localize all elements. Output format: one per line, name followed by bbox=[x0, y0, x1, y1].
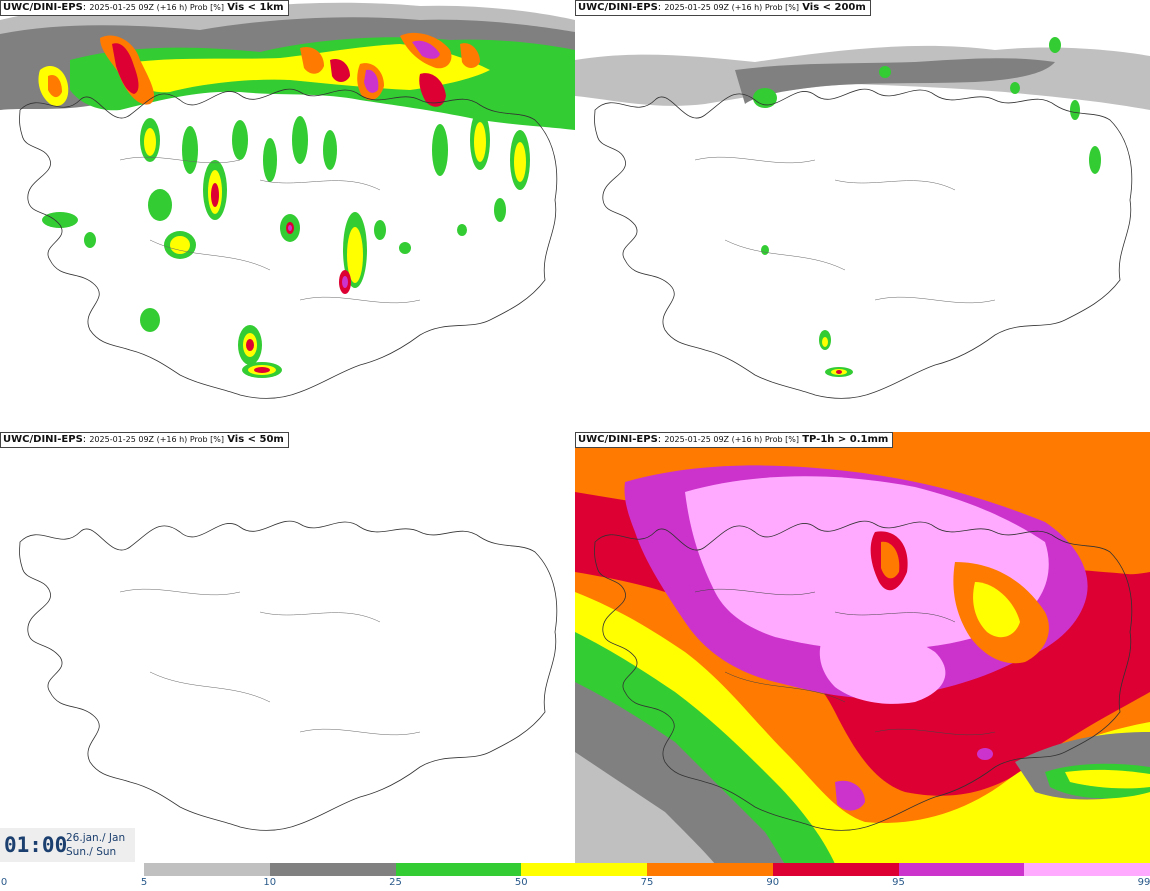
legend-swatch bbox=[521, 863, 647, 876]
valid-time: 01:00 bbox=[4, 833, 68, 857]
threshold-label: Vis < 50m bbox=[227, 434, 284, 445]
threshold-label: Vis < 1km bbox=[227, 2, 284, 13]
legend-tick-label: 0 bbox=[0, 877, 8, 888]
model-name: UWC/DINI-EPS bbox=[3, 434, 83, 445]
panel-title: UWC/DINI-EPS: 2025-01-25 09Z (+16 h) Pro… bbox=[575, 432, 894, 448]
legend-tick-label: 99 bbox=[1137, 877, 1150, 888]
legend-tick-label: 90 bbox=[766, 877, 780, 888]
legend-tick-label: 75 bbox=[640, 877, 654, 888]
color-legend-bar bbox=[144, 863, 1150, 876]
map-panel-vis-200m: UWC/DINI-EPS: 2025-01-25 09Z (+16 h) Pro… bbox=[575, 0, 1150, 432]
legend-tick-label: 25 bbox=[389, 877, 402, 888]
run-info: 2025-01-25 09Z (+16 h) Prob [%] bbox=[664, 435, 800, 444]
map-panel-vis-50m: UWC/DINI-EPS: 2025-01-25 09Z (+16 h) Pro… bbox=[0, 432, 575, 864]
panel-title: UWC/DINI-EPS: 2025-01-25 09Z (+16 h) Pro… bbox=[0, 432, 289, 448]
map-panel-vis-1km: UWC/DINI-EPS: 2025-01-25 09Z (+16 h) Pro… bbox=[0, 0, 575, 432]
probability-map-vis-1km bbox=[0, 2, 575, 399]
legend-swatch bbox=[772, 863, 899, 876]
run-info: 2025-01-25 09Z (+16 h) Prob [%] bbox=[664, 3, 800, 12]
valid-time-box: 01:00 26.jan./ Jan Sun./ Sun bbox=[0, 828, 135, 862]
valid-weekday: Sun./ Sun bbox=[66, 846, 117, 858]
model-name: UWC/DINI-EPS bbox=[578, 2, 658, 13]
model-name: UWC/DINI-EPS bbox=[578, 434, 658, 445]
legend-tick-label: 5 bbox=[140, 877, 148, 888]
valid-date: 26.jan./ Jan bbox=[66, 832, 126, 844]
legend-tick-label: 10 bbox=[263, 877, 277, 888]
probability-map-vis-200m bbox=[575, 37, 1150, 399]
color-legend-ticks: 0 5 10 25 50 75 90 95 99 bbox=[0, 877, 1150, 891]
probability-map-vis-50m bbox=[19, 520, 558, 831]
legend-tick-label: 50 bbox=[514, 877, 528, 888]
legend-swatch bbox=[269, 863, 396, 876]
run-info: 2025-01-25 09Z (+16 h) Prob [%] bbox=[89, 3, 225, 12]
legend-swatch bbox=[395, 863, 522, 876]
threshold-label: Vis < 200m bbox=[802, 2, 866, 13]
probability-map-tp-1h bbox=[575, 432, 1150, 864]
legend-swatch bbox=[647, 863, 773, 876]
legend-swatch bbox=[144, 863, 270, 876]
map-panel-tp-1h: UWC/DINI-EPS: 2025-01-25 09Z (+16 h) Pro… bbox=[575, 432, 1150, 864]
threshold-label: TP-1h > 0.1mm bbox=[802, 434, 889, 445]
legend-tick-label: 95 bbox=[892, 877, 905, 888]
model-name: UWC/DINI-EPS bbox=[3, 2, 83, 13]
legend-swatch bbox=[1024, 863, 1150, 876]
legend-swatch bbox=[898, 863, 1025, 876]
panel-title: UWC/DINI-EPS: 2025-01-25 09Z (+16 h) Pro… bbox=[575, 0, 871, 16]
run-info: 2025-01-25 09Z (+16 h) Prob [%] bbox=[89, 435, 225, 444]
panel-title: UWC/DINI-EPS: 2025-01-25 09Z (+16 h) Pro… bbox=[0, 0, 289, 16]
